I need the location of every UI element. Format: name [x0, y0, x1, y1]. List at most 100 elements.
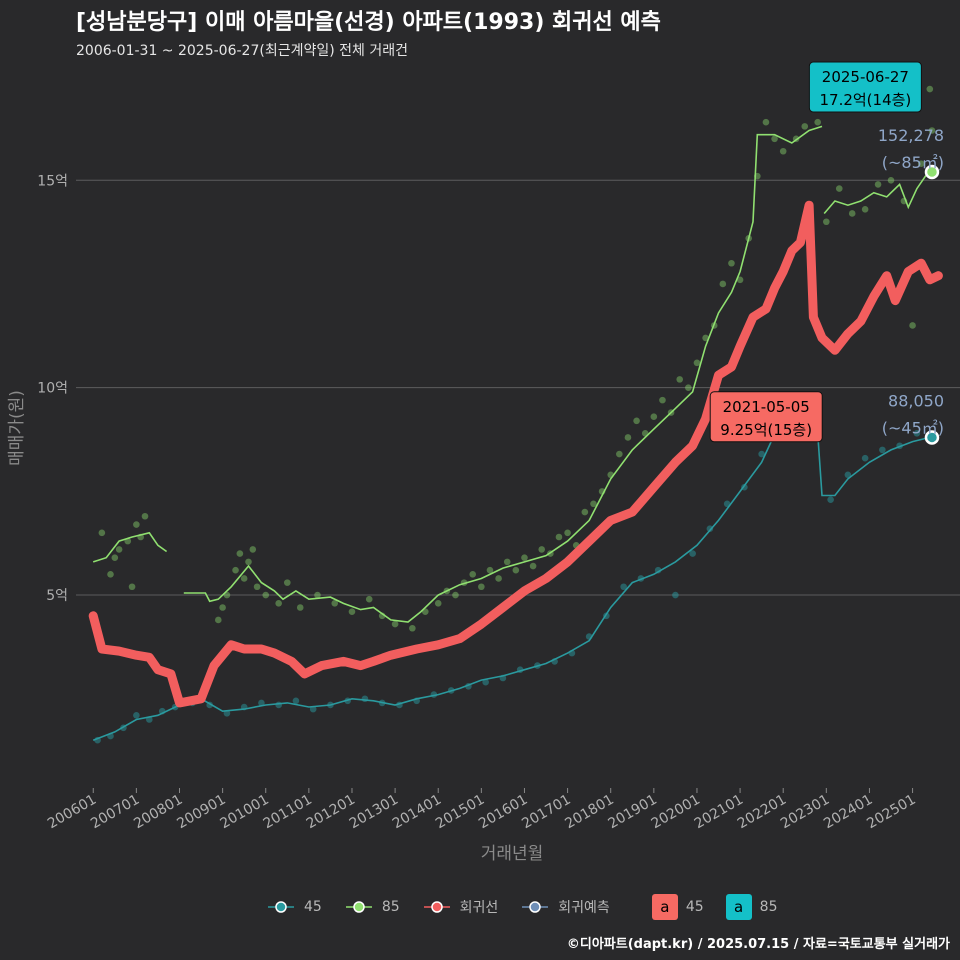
scatter-point-85 — [107, 571, 114, 578]
legend-box-key: a — [651, 894, 678, 920]
scatter-point-45 — [292, 697, 300, 705]
regression-line — [88, 200, 943, 708]
scatter-point-85 — [917, 160, 925, 167]
scatter-point-45 — [844, 471, 852, 479]
x-axis-label: 거래년월 — [481, 844, 544, 864]
scatter-point-45 — [361, 695, 369, 703]
legend-item-3: 회귀예측 — [520, 897, 610, 917]
scatter-point-85 — [314, 591, 321, 599]
scatter-point-85 — [728, 259, 735, 267]
scatter-point-45 — [133, 712, 140, 719]
legend-item-0: 45 — [266, 897, 322, 917]
end-label-unit: (~45㎡) — [882, 418, 944, 437]
legend-label: 45 — [304, 899, 322, 915]
scatter-point-45 — [913, 429, 921, 437]
scatter-point-85 — [909, 322, 916, 329]
scatter-point-85 — [365, 595, 373, 603]
legend-box-key: a — [725, 894, 752, 920]
scatter-point-85 — [676, 376, 684, 383]
legend-box-item-1: a 85 — [725, 894, 777, 920]
scatter-point-45 — [482, 678, 489, 686]
scatter-point-85 — [736, 276, 744, 284]
scatter-point-85 — [702, 334, 709, 342]
scatter-point-85 — [624, 434, 632, 441]
scatter-point-85 — [245, 558, 252, 566]
legend: 45 85 회귀선 회귀예측 a 45 a 85 — [266, 894, 799, 920]
x-tick-label: 200901 — [174, 792, 228, 833]
legend-label: 85 — [381, 899, 400, 915]
scatter-point-85 — [861, 206, 869, 213]
scatter-point-85 — [486, 566, 494, 574]
scatter-point-85 — [232, 566, 239, 574]
scatter-point-85 — [111, 554, 119, 562]
end-label-unit: (~85㎡) — [882, 153, 944, 172]
y-tick-label: 10억 — [37, 381, 68, 397]
scatter-point-85 — [590, 500, 597, 508]
scatter-point-85 — [469, 571, 477, 578]
series-line-45 — [92, 423, 930, 741]
y-axis-label: 매매가(원) — [7, 390, 27, 466]
callout-2025-06-27: 2025-06-27 17.2억(14층) — [808, 61, 922, 113]
scatter-point-85 — [633, 417, 640, 425]
legend-label: 회귀예측 — [558, 900, 610, 916]
scatter-point-85 — [529, 562, 537, 570]
scatter-point-85 — [236, 550, 244, 557]
scatter-point-85 — [659, 396, 666, 404]
scatter-point-85 — [928, 127, 936, 134]
scatter-point-85 — [452, 591, 459, 599]
chart-title: [성남분당구] 이매 아름마을(선경) 아파트(1993) 회귀선 예측 — [76, 10, 661, 35]
y-tick-label: 15억 — [37, 173, 68, 189]
scatter-point-45 — [706, 525, 714, 532]
scatter-point-85 — [538, 546, 546, 553]
scatter-point-85 — [814, 118, 821, 126]
scatter-point-85 — [434, 600, 442, 607]
scatter-point-85 — [521, 554, 528, 562]
scatter-point-85 — [348, 608, 356, 615]
scatter-point-85 — [564, 529, 571, 537]
legend-item-1: 85 — [344, 897, 400, 917]
scatter-point-45 — [827, 496, 834, 503]
x-tick-label: 200801 — [131, 792, 185, 833]
scatter-point-85 — [779, 147, 787, 155]
x-tick-label: 202501 — [864, 792, 918, 833]
callout-date: 2025-06-27 — [822, 68, 909, 86]
scatter-point-85 — [835, 185, 843, 192]
scatter-point-45 — [861, 454, 869, 462]
x-tick-label: 201901 — [606, 792, 660, 833]
scatter-point-85 — [887, 176, 895, 184]
callout-value: 17.2억(14층) — [819, 91, 911, 109]
scatter-point-85 — [771, 135, 778, 143]
x-tick-label: 202401 — [821, 792, 875, 833]
endpoint-marker-85 — [924, 164, 940, 180]
scatter-point-85 — [283, 579, 291, 586]
scatter-point-85 — [275, 600, 282, 607]
scatter-point-85 — [801, 123, 809, 130]
x-tick-label: 201301 — [347, 792, 401, 833]
callout-box — [808, 61, 922, 113]
legend-item-2: 회귀선 — [422, 897, 498, 917]
legend-box-item-0: a 45 — [651, 894, 704, 920]
x-tick-label: 202301 — [778, 792, 832, 833]
scatter-point-85 — [762, 118, 770, 126]
scatter-point-85 — [874, 181, 882, 188]
scatter-point-85 — [495, 575, 502, 582]
scatter-point-85 — [848, 210, 856, 217]
series-line-85 — [823, 171, 933, 215]
x-tick-label: 201101 — [261, 792, 315, 833]
scatter-point-45 — [689, 550, 696, 557]
series-line-85 — [183, 125, 823, 623]
legend-key-icon — [522, 901, 549, 913]
scatter-point-85 — [391, 620, 399, 628]
callout-2021-05-05: 2021-05-05 9.25억(15층) — [709, 391, 823, 443]
scatter-point-45 — [879, 446, 886, 454]
scatter-point-85 — [650, 413, 658, 421]
callout-box — [709, 391, 823, 443]
legend-key-icon — [268, 901, 294, 913]
y-tick-label: 5억 — [46, 588, 68, 604]
scatter-point-85 — [503, 558, 511, 566]
x-tick-label: 201201 — [304, 792, 358, 833]
scatter-point-85 — [262, 591, 270, 599]
scatter-point-85 — [331, 600, 339, 607]
x-tick-label: 202201 — [735, 792, 789, 833]
series-line-85 — [92, 531, 168, 563]
